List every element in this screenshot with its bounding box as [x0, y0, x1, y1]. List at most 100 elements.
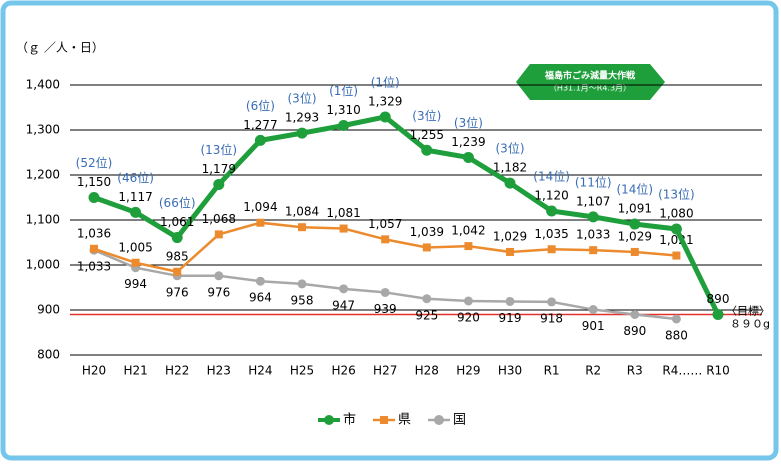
- marker: [464, 242, 473, 251]
- rank-label: (13位): [658, 187, 695, 202]
- marker: [588, 305, 598, 315]
- data-label: 964: [249, 291, 272, 305]
- x-tick-label: R4……: [662, 364, 702, 378]
- rank-label: (1位): [371, 74, 400, 89]
- target-sublabel: ８９０g: [730, 318, 770, 331]
- data-label: 1,033: [576, 228, 610, 242]
- y-tick-label: 1,000: [26, 258, 60, 272]
- data-label: 1,329: [368, 94, 402, 108]
- data-label: 919: [499, 311, 522, 325]
- rank-label: (11位): [575, 174, 612, 189]
- legend-marker: [434, 415, 444, 425]
- data-label: 1,029: [618, 229, 652, 243]
- x-tick-label: H26: [331, 364, 355, 378]
- x-tick-label: H24: [248, 364, 272, 378]
- x-tick-label: R1: [544, 364, 560, 378]
- data-label: 985: [166, 249, 189, 263]
- data-label: 1,042: [451, 224, 485, 238]
- marker: [672, 251, 681, 260]
- marker: [630, 310, 640, 319]
- data-label: 1,091: [618, 202, 652, 216]
- data-label: 1,068: [202, 212, 236, 226]
- marker: [381, 235, 390, 244]
- target-label: 〈目標〉: [726, 304, 770, 318]
- marker: [589, 246, 598, 255]
- marker: [254, 134, 266, 146]
- data-label: 1,293: [285, 111, 319, 125]
- marker: [339, 224, 348, 233]
- banner-subtitle: （H31.1月～R4.3月）: [549, 84, 631, 93]
- rank-label: (46位): [117, 170, 154, 185]
- y-tick-label: 1,400: [26, 78, 60, 92]
- data-label: 901: [582, 319, 605, 333]
- marker: [546, 205, 558, 217]
- y-tick-label: 1,300: [26, 123, 60, 137]
- marker: [297, 279, 307, 289]
- marker: [88, 192, 100, 203]
- marker: [671, 314, 681, 324]
- x-tick-label: H21: [123, 364, 147, 378]
- data-label: 1,150: [77, 175, 111, 189]
- data-label: 1,084: [285, 205, 319, 219]
- x-tick-label: H22: [165, 364, 189, 378]
- marker: [463, 296, 473, 306]
- x-tick-label: R2: [585, 364, 601, 378]
- marker: [90, 244, 98, 253]
- rank-label: (1位): [329, 83, 358, 98]
- banner-title: 福島市ごみ減量大作戦: [544, 70, 636, 82]
- data-label: 1,039: [410, 225, 444, 239]
- rank-label: (14位): [616, 182, 653, 197]
- rank-label: (13位): [200, 142, 237, 157]
- marker: [422, 243, 431, 252]
- marker: [171, 232, 183, 244]
- legend-marker: [324, 415, 334, 425]
- marker: [422, 294, 432, 304]
- rank-label: (66位): [159, 195, 196, 210]
- data-label: 890: [623, 324, 646, 338]
- marker: [296, 127, 308, 139]
- data-label: 1,277: [243, 118, 277, 132]
- rank-label: (52位): [76, 155, 113, 170]
- data-label: 1,057: [368, 217, 402, 231]
- data-label: 918: [540, 311, 563, 325]
- rank-label: (14位): [533, 169, 570, 184]
- data-label: 1,035: [534, 227, 568, 241]
- data-label: 994: [124, 277, 147, 291]
- data-label: 1,029: [493, 229, 527, 243]
- marker: [504, 177, 516, 189]
- data-label: 939: [374, 302, 397, 316]
- legend-label: 市: [343, 412, 356, 428]
- marker: [379, 111, 391, 123]
- data-label: 1,117: [118, 190, 152, 204]
- x-tick-label: H28: [415, 364, 439, 378]
- data-label: 1,182: [493, 161, 527, 175]
- marker: [506, 247, 514, 256]
- data-label: 1,107: [576, 194, 610, 208]
- data-label: 920: [457, 311, 480, 325]
- series-line: [93, 114, 721, 316]
- rank-label: (3位): [454, 115, 483, 130]
- marker: [298, 223, 306, 232]
- marker: [339, 284, 349, 294]
- marker: [214, 230, 223, 239]
- marker: [629, 218, 641, 230]
- data-label: 958: [291, 293, 314, 307]
- data-label: 947: [332, 298, 355, 312]
- marker: [256, 218, 265, 227]
- data-label: 1,061: [160, 215, 194, 229]
- x-tick-label: H27: [373, 364, 397, 378]
- data-label: 1,094: [243, 200, 277, 214]
- y-tick-label: 1,100: [26, 213, 60, 227]
- data-label: 1,080: [659, 207, 693, 221]
- data-label: 976: [166, 285, 189, 299]
- y-unit-label: （ｇ ／人・日）: [16, 41, 104, 55]
- marker: [214, 271, 224, 281]
- x-tick-label: H23: [207, 364, 231, 378]
- data-label: 1,255: [410, 128, 444, 142]
- data-label: 1,179: [202, 162, 236, 176]
- data-label: 976: [207, 285, 230, 299]
- legend-marker: [380, 416, 388, 424]
- data-label: 880: [665, 329, 688, 343]
